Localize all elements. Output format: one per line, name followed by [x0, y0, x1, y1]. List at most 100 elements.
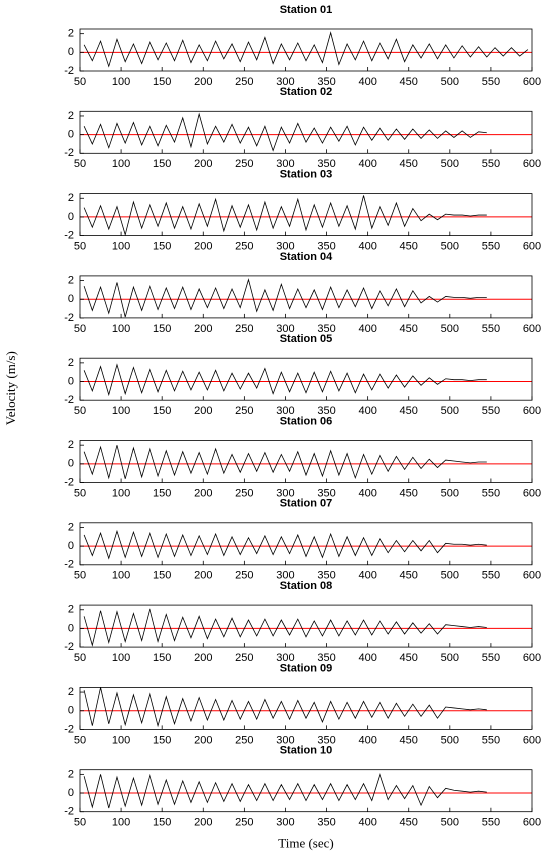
axes-box [79, 193, 533, 237]
x-tick-label: 150 [153, 652, 171, 664]
y-tick-label: -2 [64, 476, 74, 488]
x-tick-label: 550 [482, 76, 500, 88]
axes-box [79, 522, 533, 566]
x-tick-label: 600 [523, 734, 541, 746]
x-tick-label: 100 [112, 405, 130, 417]
x-tick-label: 300 [276, 570, 294, 582]
x-tick-label: 250 [235, 487, 253, 499]
panel-title: Station 04 [280, 251, 333, 263]
panel-title: Station 05 [280, 333, 333, 345]
y-tick-label: 0 [68, 375, 74, 387]
axes-box [79, 604, 533, 648]
x-tick-label: 300 [276, 76, 294, 88]
velocity-trace [83, 112, 487, 152]
panel-title: Station 08 [280, 580, 333, 592]
axes-box [79, 110, 533, 154]
x-tick-label: 500 [441, 323, 459, 335]
x-tick-label: 50 [74, 405, 86, 417]
y-tick-label: 2 [68, 439, 74, 451]
x-tick-label: 50 [74, 487, 86, 499]
y-tick-label: 0 [68, 46, 74, 58]
x-tick-label: 400 [358, 570, 376, 582]
x-tick-label: 150 [153, 405, 171, 417]
y-tick-label: 2 [68, 274, 74, 286]
velocity-trace [83, 363, 487, 397]
y-tick-label: -2 [64, 65, 74, 77]
axes-box [79, 275, 533, 319]
x-tick-label: 100 [112, 323, 130, 335]
x-tick-label: 150 [153, 76, 171, 88]
y-tick-label: 2 [68, 110, 74, 122]
y-axis-label: Velocity (m/s) [3, 351, 18, 425]
velocity-trace [83, 773, 487, 809]
x-tick-label: 300 [276, 241, 294, 253]
x-tick-label: 350 [317, 734, 335, 746]
x-tick-label: 500 [441, 241, 459, 253]
x-tick-label: 550 [482, 158, 500, 170]
y-tick-label: 2 [68, 768, 74, 780]
y-tick-label: 2 [68, 686, 74, 698]
x-axis-label: Time (sec) [278, 836, 334, 851]
x-tick-label: 100 [112, 76, 130, 88]
x-tick-label: 400 [358, 76, 376, 88]
x-tick-label: 350 [317, 817, 335, 829]
velocity-trace [83, 445, 487, 480]
y-tick-label: 0 [68, 540, 74, 552]
velocity-trace [83, 195, 487, 236]
x-tick-label: 550 [482, 652, 500, 664]
velocity-trace [83, 278, 487, 318]
x-tick-label: 50 [74, 158, 86, 170]
x-tick-label: 250 [235, 570, 253, 582]
y-tick-label: 2 [68, 357, 74, 369]
x-tick-label: 450 [400, 570, 418, 582]
x-tick-label: 400 [358, 652, 376, 664]
x-tick-label: 300 [276, 734, 294, 746]
x-tick-label: 400 [358, 817, 376, 829]
x-tick-label: 550 [482, 817, 500, 829]
x-tick-label: 600 [523, 158, 541, 170]
x-tick-label: 500 [441, 817, 459, 829]
axes-box [79, 357, 533, 401]
x-tick-label: 250 [235, 734, 253, 746]
x-tick-label: 600 [523, 487, 541, 499]
x-tick-label: 200 [194, 652, 212, 664]
x-tick-label: 50 [74, 241, 86, 253]
y-tick-label: -2 [64, 559, 74, 571]
panel-title: Station 03 [280, 169, 333, 181]
x-tick-label: 100 [112, 158, 130, 170]
x-tick-label: 450 [400, 652, 418, 664]
x-tick-label: 100 [112, 652, 130, 664]
x-tick-label: 300 [276, 817, 294, 829]
x-tick-label: 350 [317, 241, 335, 253]
x-tick-label: 250 [235, 817, 253, 829]
x-tick-label: 500 [441, 652, 459, 664]
y-tick-label: -2 [64, 806, 74, 818]
x-tick-label: 100 [112, 817, 130, 829]
x-tick-label: 450 [400, 487, 418, 499]
x-tick-label: 550 [482, 734, 500, 746]
x-tick-label: 100 [112, 487, 130, 499]
x-tick-label: 200 [194, 158, 212, 170]
y-tick-label: 2 [68, 604, 74, 616]
panel-title: Station 09 [280, 662, 333, 674]
x-tick-label: 550 [482, 323, 500, 335]
x-tick-label: 100 [112, 241, 130, 253]
panel-title: Station 01 [280, 4, 333, 16]
x-tick-label: 450 [400, 158, 418, 170]
x-tick-label: 400 [358, 405, 376, 417]
x-tick-label: 600 [523, 570, 541, 582]
x-tick-label: 450 [400, 817, 418, 829]
velocity-trace [83, 687, 487, 728]
panel-title: Station 10 [280, 745, 333, 757]
y-tick-label: 2 [68, 28, 74, 40]
y-tick-label: -2 [64, 312, 74, 324]
x-tick-label: 150 [153, 570, 171, 582]
x-tick-label: 250 [235, 76, 253, 88]
x-tick-label: 150 [153, 241, 171, 253]
x-tick-label: 500 [441, 570, 459, 582]
x-tick-label: 400 [358, 323, 376, 335]
x-tick-label: 350 [317, 570, 335, 582]
x-tick-label: 600 [523, 817, 541, 829]
y-tick-label: 0 [68, 458, 74, 470]
y-tick-label: -2 [64, 641, 74, 653]
